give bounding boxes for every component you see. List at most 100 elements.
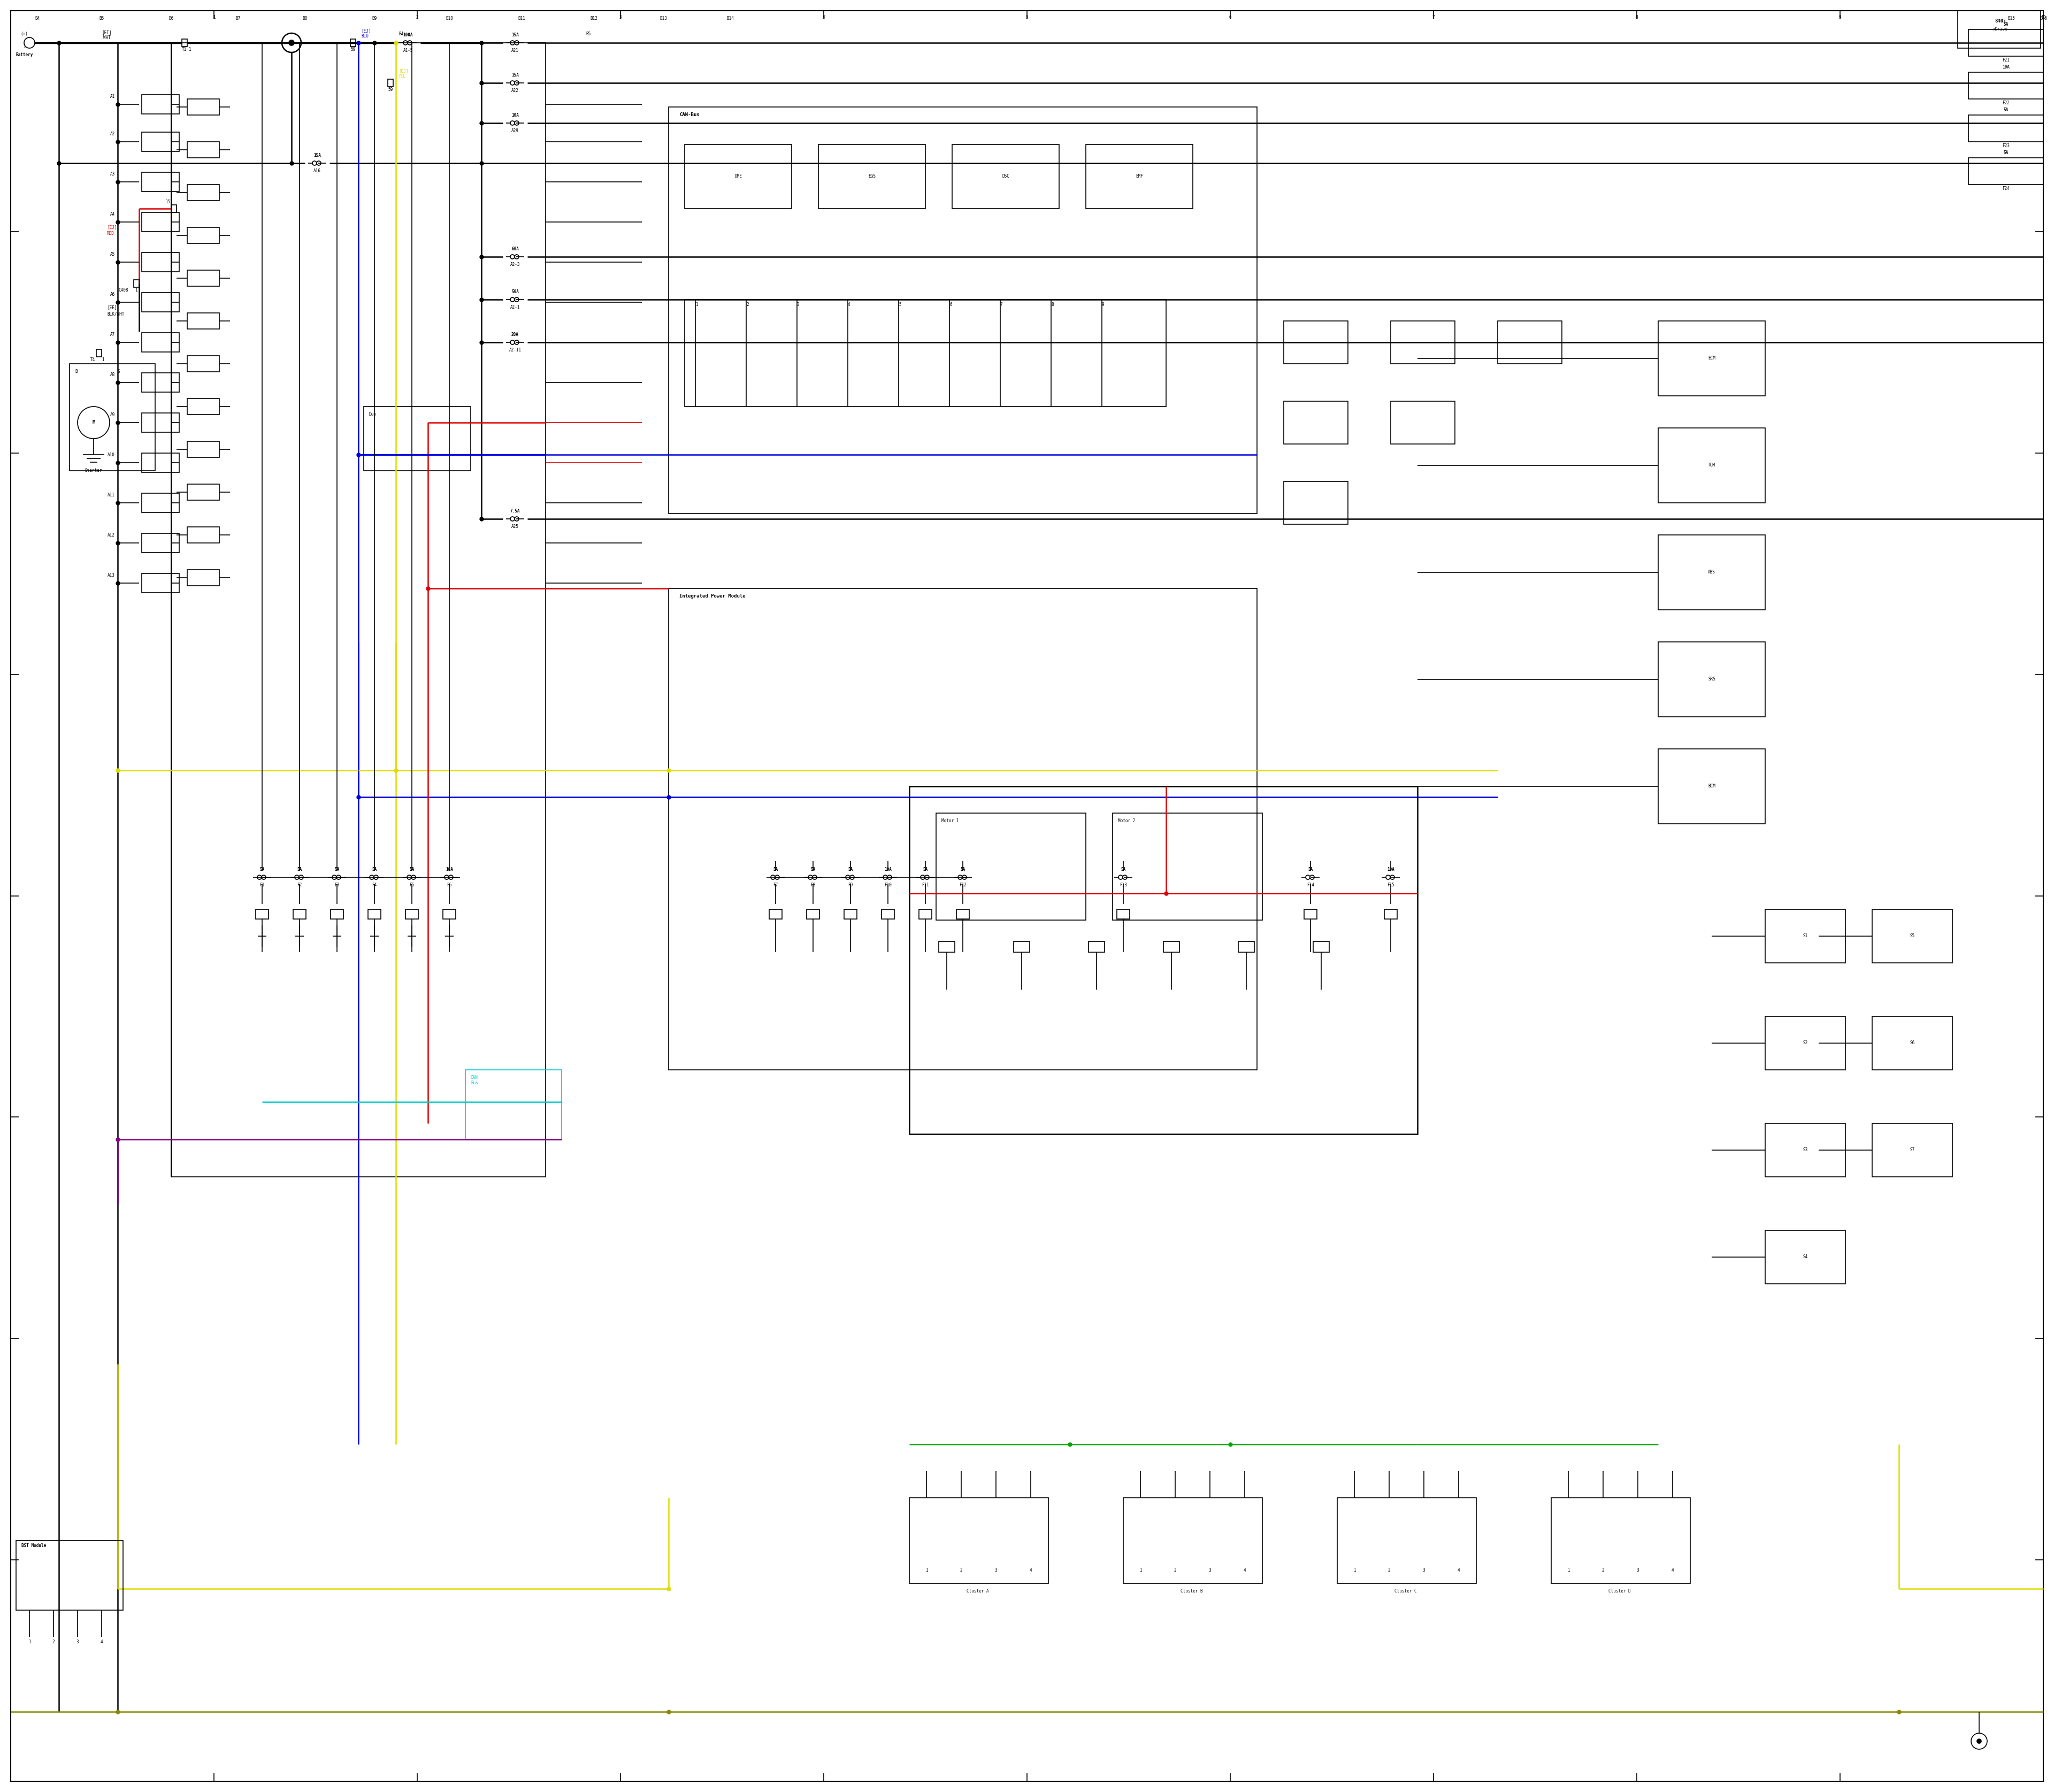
Text: A1-5: A1-5 xyxy=(403,48,413,54)
Bar xyxy=(187,357,220,371)
Bar xyxy=(1764,1124,1844,1177)
Text: Cluster A: Cluster A xyxy=(967,1590,988,1593)
Text: A16: A16 xyxy=(314,168,320,174)
Bar xyxy=(187,142,220,158)
Text: A25: A25 xyxy=(511,525,520,529)
Bar xyxy=(1163,941,1179,952)
Text: A3: A3 xyxy=(111,172,115,177)
Text: DME: DME xyxy=(735,174,741,179)
Text: F23: F23 xyxy=(2003,143,2009,149)
Text: 5A: 5A xyxy=(2003,151,2009,156)
Text: 4: 4 xyxy=(101,1640,103,1645)
Bar xyxy=(142,95,179,115)
Text: 6: 6 xyxy=(1228,14,1232,20)
Bar xyxy=(187,99,220,115)
Text: 5A: 5A xyxy=(2003,22,2009,27)
Text: 1: 1 xyxy=(1567,1568,1569,1573)
Text: 4: 4 xyxy=(1029,1568,1031,1573)
Text: 1: 1 xyxy=(189,47,191,52)
Text: A10: A10 xyxy=(107,453,115,457)
Bar xyxy=(1337,1498,1477,1584)
Text: Motor 2: Motor 2 xyxy=(1117,819,1136,823)
Bar xyxy=(1658,749,1764,824)
Text: xDrive: xDrive xyxy=(1992,27,2009,32)
Text: 3: 3 xyxy=(618,14,622,20)
Bar xyxy=(187,228,220,244)
Text: 9: 9 xyxy=(1101,303,1105,306)
Text: S4: S4 xyxy=(1803,1254,1808,1260)
Bar xyxy=(183,39,187,47)
Text: 3: 3 xyxy=(1637,1568,1639,1573)
Text: A5: A5 xyxy=(111,253,115,256)
Bar xyxy=(142,453,179,473)
Text: Cluster B: Cluster B xyxy=(1181,1590,1204,1593)
Text: [EE]: [EE] xyxy=(107,305,117,310)
Text: B5: B5 xyxy=(585,32,592,36)
Bar xyxy=(939,941,955,952)
Text: F2: F2 xyxy=(298,883,302,887)
Text: F14: F14 xyxy=(1306,883,1315,887)
Circle shape xyxy=(290,39,294,45)
Text: S5: S5 xyxy=(1910,934,1914,939)
Text: 3: 3 xyxy=(797,303,799,306)
Bar xyxy=(1658,428,1764,504)
Bar xyxy=(368,909,380,919)
Bar xyxy=(187,527,220,543)
Text: T4: T4 xyxy=(90,357,94,362)
Text: F22: F22 xyxy=(2003,100,2009,106)
Text: A6: A6 xyxy=(111,292,115,297)
Bar xyxy=(910,1498,1048,1584)
Text: 10A: 10A xyxy=(446,867,454,873)
Text: 8: 8 xyxy=(1052,303,1054,306)
Text: A11: A11 xyxy=(107,493,115,498)
Bar xyxy=(187,570,220,586)
Text: B9: B9 xyxy=(372,16,376,22)
Bar xyxy=(1551,1498,1690,1584)
Bar xyxy=(1658,321,1764,396)
Bar xyxy=(187,441,220,457)
Text: Integrated Power Module: Integrated Power Module xyxy=(680,593,746,599)
Bar xyxy=(1391,321,1454,364)
Text: B12: B12 xyxy=(589,16,598,22)
Text: Duo: Duo xyxy=(370,412,376,418)
Bar xyxy=(294,909,306,919)
Text: F11: F11 xyxy=(922,883,928,887)
Bar xyxy=(670,588,1257,1070)
Text: 2: 2 xyxy=(417,14,419,20)
Text: WHT: WHT xyxy=(103,36,111,39)
Text: A29: A29 xyxy=(511,129,520,133)
Bar xyxy=(142,253,179,272)
Text: 1: 1 xyxy=(23,45,25,48)
Text: B14: B14 xyxy=(727,16,733,22)
Text: 1: 1 xyxy=(29,1640,31,1645)
Text: 4: 4 xyxy=(1672,1568,1674,1573)
Bar xyxy=(187,398,220,414)
Bar xyxy=(364,407,470,471)
Text: [EJ]: [EJ] xyxy=(398,68,409,73)
Bar xyxy=(444,909,456,919)
Text: B: B xyxy=(74,369,78,375)
Bar xyxy=(1871,1016,1953,1070)
Text: A13: A13 xyxy=(107,573,115,577)
Text: S3: S3 xyxy=(1803,1147,1808,1152)
Bar xyxy=(466,1070,561,1140)
Text: B13: B13 xyxy=(659,16,668,22)
Text: F21: F21 xyxy=(2003,57,2009,63)
Text: B4: B4 xyxy=(398,32,405,36)
Bar xyxy=(953,145,1060,208)
Text: B4: B4 xyxy=(35,16,39,22)
Text: 15A: 15A xyxy=(511,32,520,38)
Text: A2-1: A2-1 xyxy=(509,305,520,310)
Text: TCM: TCM xyxy=(1709,462,1715,468)
Bar xyxy=(1957,11,2040,48)
Text: F6: F6 xyxy=(448,883,452,887)
Text: 9: 9 xyxy=(1838,14,1840,20)
Text: (+): (+) xyxy=(21,32,29,36)
Text: 15A: 15A xyxy=(511,73,520,77)
Text: 10A: 10A xyxy=(883,867,891,873)
Text: BLK/WHT: BLK/WHT xyxy=(107,312,125,317)
Text: Cluster D: Cluster D xyxy=(1608,1590,1631,1593)
Bar xyxy=(1658,642,1764,717)
Text: SRS: SRS xyxy=(1709,677,1715,681)
Bar xyxy=(1113,814,1263,919)
